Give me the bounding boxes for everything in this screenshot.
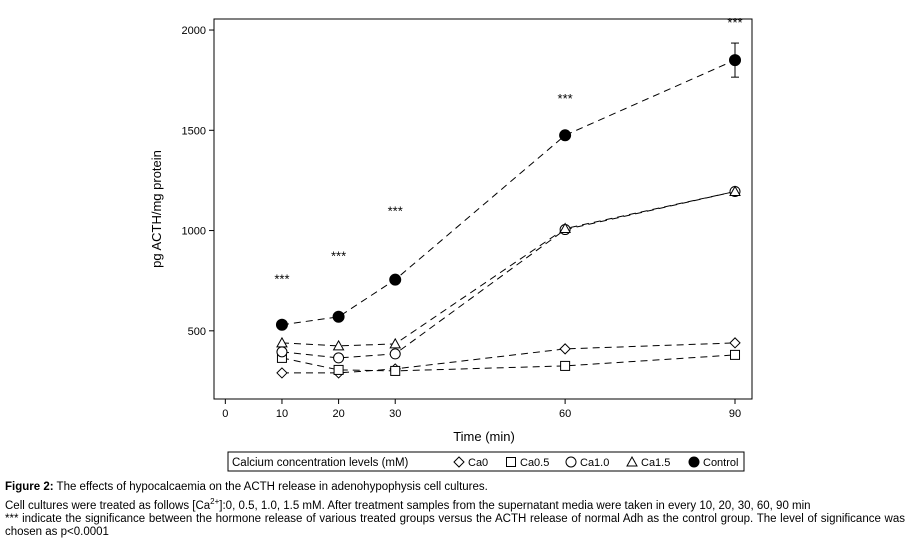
data-point-ca0 xyxy=(729,337,741,349)
significance-label: *** xyxy=(331,249,346,264)
plot-frame xyxy=(213,18,753,400)
y-tick-label: 1000 xyxy=(182,226,206,238)
series-line-ca0 xyxy=(282,342,736,374)
x-axis-label: Time (min) xyxy=(453,429,515,444)
y-axis: 500 1000 1500 2000 xyxy=(182,25,214,338)
data-point-control xyxy=(729,54,742,67)
legend-label-ca0-5: Ca0.5 xyxy=(520,457,549,469)
legend-title: Calcium concentration levels (mM) xyxy=(232,457,409,469)
significance-label: *** xyxy=(388,204,403,219)
legend-items: Ca0 Ca0.5 Ca1.0 Ca1.5 Control xyxy=(453,455,738,469)
caption-title: The effects of hypocalcaemia on the ACTH… xyxy=(53,481,488,493)
legend-marker-ca1-5 xyxy=(626,455,638,467)
figure-caption: Figure 2: The effects of hypocalcaemia o… xyxy=(5,481,905,540)
data-point-control xyxy=(332,310,345,323)
data-point-ca0 xyxy=(559,343,571,355)
caption-line-2-pre: Cell cultures were treated as follows [C… xyxy=(5,499,211,512)
caption-superscript: 2+ xyxy=(210,496,220,506)
series-line-ca1-5 xyxy=(281,191,736,347)
x-tick-label: 90 xyxy=(729,408,741,420)
data-point-ca0 xyxy=(276,367,288,379)
data-point-ca1-0 xyxy=(276,346,288,358)
legend: Calcium concentration levels (mM) Ca0 Ca0… xyxy=(227,451,745,472)
x-tick-label: 60 xyxy=(559,408,571,420)
x-tick-label: 10 xyxy=(276,408,288,420)
series-line-ca0-5 xyxy=(281,354,736,372)
legend-label-ca1-0: Ca1.0 xyxy=(580,457,609,469)
y-tick-label: 2000 xyxy=(182,25,206,37)
significance-label: *** xyxy=(558,91,573,106)
significance-label: *** xyxy=(274,272,289,287)
legend-marker-ca0 xyxy=(453,456,465,468)
series-layer xyxy=(275,42,742,379)
data-point-ca1-5 xyxy=(276,336,288,348)
legend-marker-ca0-5 xyxy=(506,457,516,467)
legend-label-control: Control xyxy=(703,457,738,469)
x-tick-label: 30 xyxy=(389,408,401,420)
data-point-ca0-5 xyxy=(333,364,344,375)
y-axis-label: pg ACTH/mg protein xyxy=(149,150,164,268)
data-point-ca1-5 xyxy=(332,339,345,351)
y-tick-label: 500 xyxy=(188,326,206,338)
legend-marker-ca1-0 xyxy=(565,456,577,468)
series-line-ca1-0 xyxy=(281,191,736,359)
legend-marker-control xyxy=(688,456,700,468)
data-point-ca0-5 xyxy=(560,360,571,371)
significance-layer: *** *** *** *** *** xyxy=(274,15,742,287)
x-tick-label: 20 xyxy=(332,408,344,420)
legend-box xyxy=(227,451,745,472)
caption-line-2-post: ]:0, 0.5, 1.0, 1.5 mM. After treatment s… xyxy=(219,499,811,512)
x-axis: 0 10 20 30 60 90 xyxy=(222,399,741,420)
data-point-control xyxy=(275,318,288,331)
caption-line-2: Cell cultures were treated as follows [C… xyxy=(5,495,905,513)
data-point-ca1-0 xyxy=(333,352,345,364)
caption-label: Figure 2: xyxy=(5,481,54,493)
legend-label-ca1-5: Ca1.5 xyxy=(641,457,670,469)
data-point-control xyxy=(559,129,572,142)
legend-label-ca0: Ca0 xyxy=(468,457,488,469)
caption-line-1: Figure 2: The effects of hypocalcaemia o… xyxy=(5,481,905,495)
data-point-ca1-5 xyxy=(559,222,571,234)
significance-label: *** xyxy=(727,15,742,30)
data-point-ca1-5 xyxy=(729,185,741,196)
x-tick-label: 0 xyxy=(222,408,228,420)
data-point-ca1-0 xyxy=(389,348,401,360)
data-point-ca0-5 xyxy=(390,365,401,376)
caption-line-3: *** indicate the significance between th… xyxy=(5,512,905,539)
y-tick-label: 1500 xyxy=(182,125,206,137)
data-point-ca1-5 xyxy=(389,337,402,349)
data-point-control xyxy=(389,273,402,286)
data-point-ca0-5 xyxy=(730,349,741,360)
series-line-control xyxy=(281,59,736,326)
chart: 0 10 20 30 60 90 500 1000 1500 2000 Time (min) p… xyxy=(149,15,753,472)
